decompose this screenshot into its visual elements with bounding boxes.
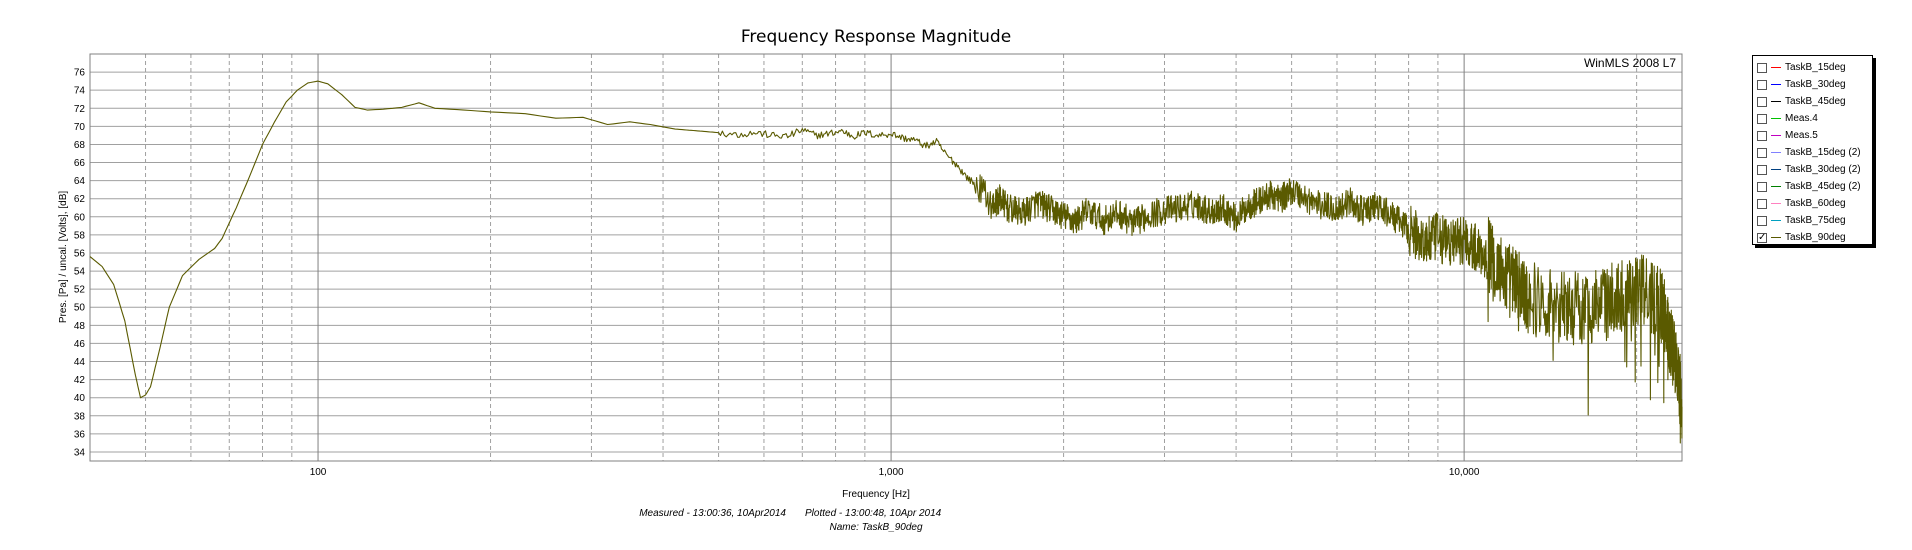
legend-label: TaskB_45deg (2) xyxy=(1785,181,1861,192)
legend-checkbox[interactable] xyxy=(1757,164,1767,175)
y-tick-label: 54 xyxy=(74,267,86,278)
legend-item[interactable]: TaskB_30deg (2) xyxy=(1753,161,1872,178)
y-tick-label: 70 xyxy=(74,122,86,133)
y-tick-label: 38 xyxy=(74,411,86,422)
legend-swatch xyxy=(1771,169,1781,170)
legend-checkbox[interactable]: ✓ xyxy=(1757,231,1767,243)
series-line-TaskB_90deg xyxy=(89,80,1683,444)
chart-legend: TaskB_15deg TaskB_30deg TaskB_45deg Meas.4 M… xyxy=(1752,55,1873,245)
y-tick-label: 58 xyxy=(74,230,86,241)
legend-swatch xyxy=(1771,118,1781,119)
y-tick-label: 68 xyxy=(74,140,86,151)
legend-label: TaskB_30deg (2) xyxy=(1785,164,1861,175)
y-tick-label: 72 xyxy=(74,104,86,115)
legend-swatch xyxy=(1771,220,1781,221)
y-axis-label: Pres. [Pa] / uncal. [Volts], [dB] xyxy=(58,191,69,324)
legend-label: TaskB_30deg xyxy=(1785,79,1846,90)
legend-checkbox[interactable] xyxy=(1757,130,1767,141)
legend-swatch xyxy=(1771,237,1781,238)
y-tick-label: 44 xyxy=(74,357,86,368)
x-tick-label: 10,000 xyxy=(1449,467,1480,478)
legend-item[interactable]: TaskB_45deg (2) xyxy=(1753,178,1872,195)
y-tick-label: 50 xyxy=(74,303,86,314)
legend-label: Meas.4 xyxy=(1785,113,1818,124)
legend-checkbox[interactable] xyxy=(1757,215,1767,226)
y-tick-label: 74 xyxy=(74,86,86,97)
legend-checkbox[interactable] xyxy=(1757,96,1767,107)
footer-measured: Measured - 13:00:36, 10Apr2014 xyxy=(639,508,786,519)
legend-checkbox[interactable] xyxy=(1757,79,1767,90)
legend-item[interactable]: TaskB_15deg (2) xyxy=(1753,144,1872,161)
y-axis-ticks: 34 36 38 40 42 44 46 48 50 52 54 56 58 60 62 64 66 68 70 72… xyxy=(74,68,86,459)
legend-label: TaskB_60deg xyxy=(1785,198,1846,209)
chart-title: Frequency Response Magnitude xyxy=(741,27,1011,47)
legend-item[interactable]: ✓ TaskB_90deg xyxy=(1753,229,1872,246)
y-tick-label: 34 xyxy=(74,447,86,458)
legend-checkbox[interactable] xyxy=(1757,62,1767,73)
legend-label: TaskB_45deg xyxy=(1785,96,1846,107)
x-axis-ticks: 100 1,000 10,000 xyxy=(310,467,1480,478)
legend-checkbox[interactable] xyxy=(1757,181,1767,192)
footer-name: Name: TaskB_90deg xyxy=(829,522,922,533)
y-tick-label: 56 xyxy=(74,248,86,259)
legend-swatch xyxy=(1771,186,1781,187)
legend-checkbox[interactable] xyxy=(1757,113,1767,124)
y-tick-label: 66 xyxy=(74,158,86,169)
legend-item[interactable]: TaskB_15deg xyxy=(1753,59,1872,76)
legend-item[interactable]: Meas.4 xyxy=(1753,110,1872,127)
legend-swatch xyxy=(1771,101,1781,102)
legend-label: TaskB_15deg xyxy=(1785,62,1846,73)
footer-plotted: Plotted - 13:00:48, 10Apr 2014 xyxy=(805,508,942,519)
legend-swatch xyxy=(1771,203,1781,204)
y-tick-label: 60 xyxy=(74,212,86,223)
y-tick-label: 46 xyxy=(74,339,86,350)
y-tick-label: 40 xyxy=(74,393,86,404)
grid-layer xyxy=(90,54,1682,461)
series-layer xyxy=(89,80,1683,444)
legend-checkbox[interactable] xyxy=(1757,147,1767,158)
y-tick-label: 52 xyxy=(74,285,86,296)
legend-label: TaskB_15deg (2) xyxy=(1785,147,1861,158)
legend-swatch xyxy=(1771,152,1781,153)
legend-swatch xyxy=(1771,67,1781,68)
legend-item[interactable]: TaskB_60deg xyxy=(1753,195,1872,212)
legend-item[interactable]: TaskB_30deg xyxy=(1753,76,1872,93)
y-tick-label: 64 xyxy=(74,176,86,187)
legend-checkbox[interactable] xyxy=(1757,198,1767,209)
legend-label: Meas.5 xyxy=(1785,130,1818,141)
legend-swatch xyxy=(1771,135,1781,136)
y-tick-label: 76 xyxy=(74,68,86,79)
legend-label: TaskB_75deg xyxy=(1785,215,1846,226)
legend-swatch xyxy=(1771,84,1781,85)
chart-watermark: WinMLS 2008 L7 xyxy=(1584,56,1676,70)
y-tick-label: 62 xyxy=(74,194,86,205)
legend-item[interactable]: Meas.5 xyxy=(1753,127,1872,144)
y-tick-label: 36 xyxy=(74,429,86,440)
legend-item[interactable]: TaskB_75deg xyxy=(1753,212,1872,229)
x-tick-label: 1,000 xyxy=(879,467,904,478)
x-axis-label: Frequency [Hz] xyxy=(842,489,910,500)
y-tick-label: 42 xyxy=(74,375,86,386)
legend-item[interactable]: TaskB_45deg xyxy=(1753,93,1872,110)
x-tick-label: 100 xyxy=(310,467,327,478)
plot-area-frame xyxy=(89,53,1683,462)
y-tick-label: 48 xyxy=(74,321,86,332)
legend-label: TaskB_90deg xyxy=(1785,232,1846,243)
